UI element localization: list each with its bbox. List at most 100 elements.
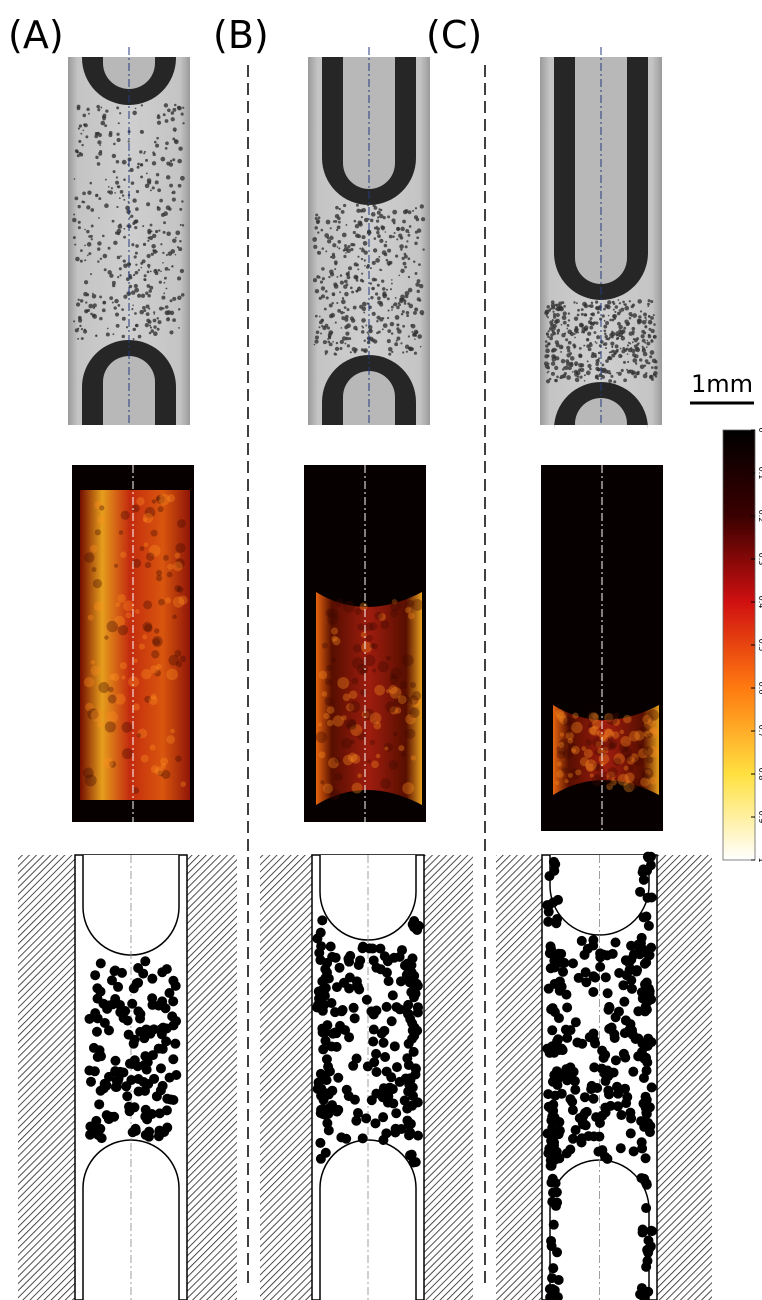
heat-speckle	[643, 746, 653, 756]
particle	[414, 330, 419, 335]
heat-speckle	[628, 765, 634, 771]
heat-speckle	[323, 784, 333, 794]
particle	[144, 274, 147, 277]
particle	[339, 291, 341, 293]
particle	[551, 372, 555, 376]
particle	[544, 361, 549, 366]
heat-speckle	[620, 730, 625, 735]
particle	[604, 332, 607, 335]
heat-speckle	[108, 695, 117, 704]
particle	[95, 987, 105, 997]
particle	[178, 247, 182, 251]
heat-speckle	[372, 668, 376, 672]
heat-speckle	[316, 731, 327, 742]
particle	[363, 312, 365, 314]
particle	[618, 354, 622, 358]
particle	[172, 318, 176, 322]
particle	[324, 233, 329, 238]
particle	[321, 286, 325, 290]
particle	[412, 210, 414, 212]
particle	[77, 106, 81, 110]
particle	[389, 235, 393, 239]
particle	[135, 1009, 145, 1019]
particle	[337, 240, 341, 244]
heat-speckle	[590, 773, 594, 777]
heat-speckle	[386, 689, 390, 693]
heat-speckle	[152, 499, 156, 503]
particle	[408, 257, 411, 260]
particle	[102, 235, 105, 238]
particle	[408, 1025, 418, 1035]
particle	[319, 316, 321, 318]
particle	[608, 356, 612, 360]
particle	[140, 1111, 150, 1121]
heat-speckle	[322, 643, 328, 649]
particle	[95, 156, 98, 159]
particle	[646, 346, 648, 348]
particle	[380, 1052, 390, 1062]
particle	[344, 306, 347, 309]
particle	[146, 202, 150, 206]
particle	[375, 258, 380, 263]
heat-speckle	[343, 601, 355, 613]
particle	[164, 277, 167, 280]
particle	[565, 1145, 575, 1155]
particle	[122, 1091, 132, 1101]
particle	[168, 1054, 178, 1064]
particle	[383, 323, 388, 328]
particle	[325, 1066, 335, 1076]
heat-speckle	[158, 506, 164, 512]
particle	[363, 1061, 373, 1071]
particle	[550, 962, 560, 972]
particle	[115, 312, 119, 316]
particle	[414, 308, 418, 312]
particle	[126, 326, 128, 328]
particle	[616, 372, 618, 374]
particle	[315, 237, 317, 239]
particle	[135, 252, 138, 255]
particle	[396, 306, 400, 310]
particle	[318, 216, 321, 219]
particle	[116, 176, 118, 178]
particle	[375, 944, 385, 954]
particle	[112, 154, 116, 158]
particle	[90, 970, 100, 980]
particle	[81, 144, 83, 146]
particle	[137, 294, 141, 298]
particle	[86, 108, 89, 111]
particle	[364, 265, 366, 267]
particle	[610, 375, 613, 378]
particle	[593, 331, 596, 334]
particle	[548, 1150, 558, 1160]
heat-speckle	[625, 772, 635, 782]
particle	[115, 1000, 125, 1010]
particle	[118, 122, 120, 124]
particle	[590, 304, 594, 308]
particle	[146, 172, 148, 174]
particle	[78, 299, 80, 301]
heat-speckle	[318, 722, 322, 726]
particle	[355, 290, 358, 293]
particle	[551, 303, 556, 308]
particle	[145, 292, 148, 295]
particle	[178, 146, 182, 150]
particle	[314, 344, 316, 346]
particle	[346, 283, 349, 286]
particle	[377, 316, 381, 320]
particle	[376, 219, 379, 222]
particle	[399, 244, 404, 249]
particle	[106, 332, 110, 336]
particle	[156, 317, 158, 319]
particle	[100, 1079, 110, 1089]
particle	[364, 259, 366, 261]
particle	[357, 268, 359, 270]
particle	[116, 133, 119, 136]
particle	[640, 959, 650, 969]
particle	[628, 1030, 638, 1040]
particle	[580, 1092, 590, 1102]
particle	[581, 308, 584, 311]
particle	[574, 333, 576, 335]
colorbar-tick-label: 0	[757, 427, 762, 432]
particle	[555, 986, 565, 996]
particle	[172, 191, 176, 195]
